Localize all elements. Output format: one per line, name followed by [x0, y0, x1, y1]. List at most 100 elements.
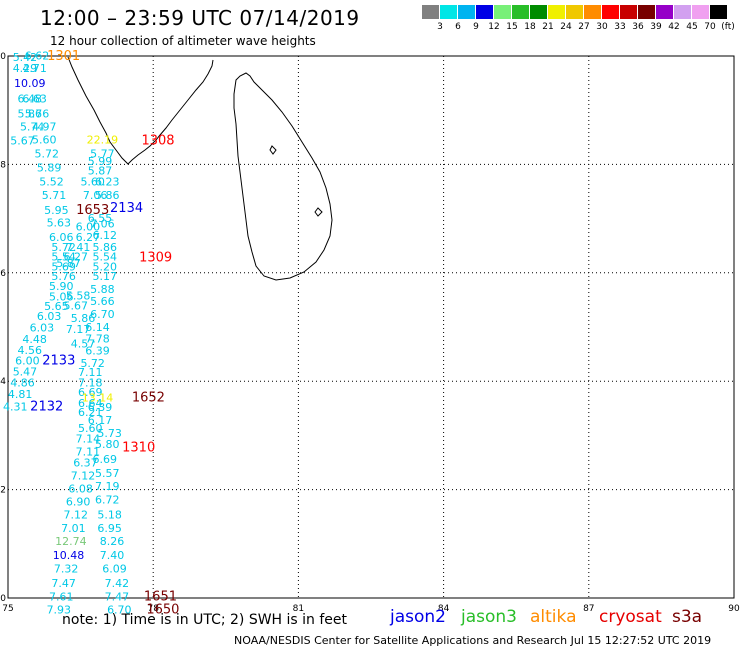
colorbar-swatch — [656, 5, 673, 19]
wave-height-value: 5.63 — [47, 216, 72, 229]
wave-height-value: 7.01 — [61, 522, 86, 535]
pass-time-label: 1308 — [141, 134, 174, 149]
wave-height-value: 5.86 — [18, 107, 43, 120]
wave-height-value: 6.64 — [78, 397, 103, 410]
wave-height-value: 6.00 — [15, 355, 40, 368]
colorbar-swatch — [530, 5, 547, 19]
sri-lanka-islet — [314, 207, 323, 217]
map-frame — [7, 55, 735, 599]
wave-height-value: 6.90 — [66, 496, 91, 509]
colorbar-label: 12 — [488, 22, 500, 32]
wave-height-value: 6.72 — [95, 493, 120, 506]
colorbar-label: 33 — [614, 22, 626, 32]
latitude-tick-label: 2 — [0, 486, 6, 496]
wave-height-value: 7.12 — [71, 470, 96, 483]
wave-height-value: 6.95 — [97, 522, 122, 535]
wave-height-value: 5.20 — [93, 260, 118, 273]
wave-height-value: 5.67 — [10, 135, 35, 148]
wave-height-value: 7.61 — [49, 590, 74, 603]
wave-height-value: 7.14 — [76, 433, 101, 446]
legend-altika: altika — [530, 607, 577, 627]
wave-height-value: 5.60 — [78, 422, 103, 435]
colorbar-label: 30 — [596, 22, 608, 32]
wave-height-value: 6.00 — [76, 221, 101, 234]
wave-height-value: 6.37 — [73, 457, 98, 470]
legend-s3a: s3a — [672, 607, 703, 627]
wave-height-value: 4.57 — [71, 337, 96, 350]
wave-height-value: 5.77 — [90, 148, 115, 161]
wave-height-value: 7.12 — [64, 509, 89, 522]
wave-height-value: 5.52 — [39, 176, 64, 189]
wave-height-value: 7.93 — [47, 603, 72, 616]
longitude-tick-label: 81 — [293, 604, 304, 614]
india-coastline — [67, 56, 214, 165]
pass-time-label: 2132 — [30, 400, 63, 415]
wave-height-value: 7.47 — [105, 590, 130, 603]
wave-height-value: 4.48 — [22, 333, 47, 346]
wave-height-value: 7.78 — [85, 332, 110, 345]
footer-note: note: 1) Time is in UTC; 2) SWH is in fe… — [62, 612, 348, 628]
credit-line: NOAA/NESDIS Center for Satellite Applica… — [234, 634, 712, 647]
wave-height-value: 6.06 — [49, 231, 74, 244]
wave-height-value: 6.55 — [88, 212, 113, 225]
wave-height-value: 4.81 — [8, 388, 33, 401]
wave-height-value: 5.57 — [95, 467, 120, 480]
colorbar-swatch — [566, 5, 583, 19]
latitude-tick-label: 6 — [0, 269, 6, 279]
colorbar-label: 45 — [686, 22, 698, 32]
wave-height-value: 4.31 — [3, 401, 28, 414]
wave-height-value: 6.09 — [102, 563, 127, 576]
colorbar-label: 21 — [542, 22, 554, 32]
wave-height-value: 10.09 — [14, 77, 46, 90]
wave-height-value: 5.06 — [49, 291, 74, 304]
wave-height-value: 6.70 — [107, 603, 132, 616]
colorbar-label: (ft) — [721, 22, 735, 32]
wave-height-value: 6.39 — [88, 401, 113, 414]
wave-height-value: 5.76 — [51, 270, 76, 283]
pass-time-label: 1652 — [132, 390, 165, 405]
latitude-tick-label: 10 — [0, 52, 6, 62]
wave-height-value: 5.87 — [56, 257, 81, 270]
wave-height-value: 4.97 — [32, 120, 57, 133]
colorbar-swatch — [476, 5, 493, 19]
wave-height-value: 5.86 — [93, 241, 118, 254]
sri-lanka-coastline — [233, 72, 333, 281]
pass-time-label: 1301 — [47, 49, 80, 64]
longitude-tick-label: 84 — [438, 604, 450, 614]
wave-height-value: 5.87 — [88, 164, 113, 177]
wave-height-value: 5.73 — [97, 427, 122, 440]
colorbar-swatch — [548, 5, 565, 19]
legend-jason3: jason3 — [461, 607, 517, 627]
map-title: 12:00 – 23:59 UTC 07/14/2019 — [40, 6, 360, 30]
colorbar-swatch — [422, 5, 439, 19]
colorbar-label: 9 — [473, 22, 479, 32]
wave-height-value: 6.69 — [93, 453, 118, 466]
wave-height-value: 5.72 — [51, 241, 76, 254]
colorbar-label: 3 — [437, 22, 443, 32]
wave-height-value: 6.03 — [30, 322, 55, 335]
colorbar-swatch — [602, 5, 619, 19]
wave-height-value: 5.67 — [64, 299, 89, 312]
wave-height-value: 5.65 — [44, 300, 69, 313]
wave-height-value: 4.86 — [10, 376, 35, 389]
wave-height-value: 6.27 — [76, 231, 101, 244]
colorbar-swatch — [638, 5, 655, 19]
longitude-tick-label: 87 — [583, 604, 594, 614]
wave-height-value: 5.90 — [49, 280, 74, 293]
colorbar-label: 24 — [560, 22, 572, 32]
longitude-tick-label: 78 — [147, 604, 159, 614]
longitude-tick-label: 75 — [2, 604, 13, 614]
colorbar-label: 6 — [455, 22, 461, 32]
lat-lon-grid: 75 78 81 84 87 90 0 2 4 6 8 10 — [0, 52, 740, 614]
wave-height-value: 6.17 — [88, 414, 113, 427]
longitude-tick-label: 90 — [728, 604, 740, 614]
colorbar-swatch — [494, 5, 511, 19]
wave-height-value: 13.14 — [82, 391, 114, 404]
wave-height-value: 7.18 — [78, 376, 103, 389]
colorbar-label: 27 — [578, 22, 590, 32]
wave-height-value: 5.95 — [44, 204, 69, 217]
wave-height-value: 5.60 — [80, 176, 105, 189]
pass-time-label: 1651 — [144, 589, 177, 604]
wave-height-value: 7.42 — [105, 577, 130, 590]
